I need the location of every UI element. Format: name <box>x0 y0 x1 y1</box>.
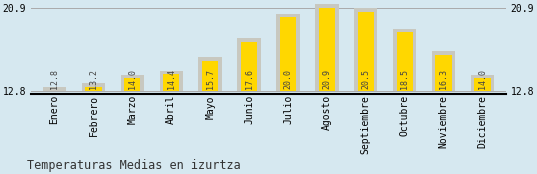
Text: 14.0: 14.0 <box>128 69 137 89</box>
Bar <box>241 42 257 91</box>
Text: 20.0: 20.0 <box>284 69 293 89</box>
Bar <box>396 32 413 91</box>
Text: 17.6: 17.6 <box>244 69 253 89</box>
Text: 14.4: 14.4 <box>166 69 176 89</box>
Text: 16.3: 16.3 <box>439 69 448 89</box>
Bar <box>237 38 261 91</box>
Text: 20.5: 20.5 <box>361 69 371 89</box>
Bar <box>432 51 455 91</box>
Text: 12.8: 12.8 <box>50 69 59 89</box>
Text: 20.9: 20.9 <box>322 69 331 89</box>
Bar <box>354 8 378 91</box>
Bar <box>318 8 335 91</box>
Text: 18.5: 18.5 <box>400 69 409 89</box>
Bar <box>163 74 179 91</box>
Bar <box>85 86 101 91</box>
Bar <box>436 55 452 91</box>
Text: 13.2: 13.2 <box>89 69 98 89</box>
Text: 14.0: 14.0 <box>478 69 487 89</box>
Bar <box>280 17 296 91</box>
Bar <box>276 14 300 91</box>
Bar <box>43 87 66 91</box>
Bar <box>393 29 416 91</box>
Text: 15.7: 15.7 <box>206 69 215 89</box>
Bar <box>121 75 144 91</box>
Bar <box>471 75 494 91</box>
Bar <box>159 71 183 91</box>
Bar <box>315 4 338 91</box>
Bar <box>199 57 222 91</box>
Text: Temperaturas Medias en izurtza: Temperaturas Medias en izurtza <box>27 159 241 172</box>
Bar <box>358 12 374 91</box>
Bar <box>474 78 491 91</box>
Bar <box>124 78 141 91</box>
Bar <box>202 61 219 91</box>
Bar <box>82 83 105 91</box>
